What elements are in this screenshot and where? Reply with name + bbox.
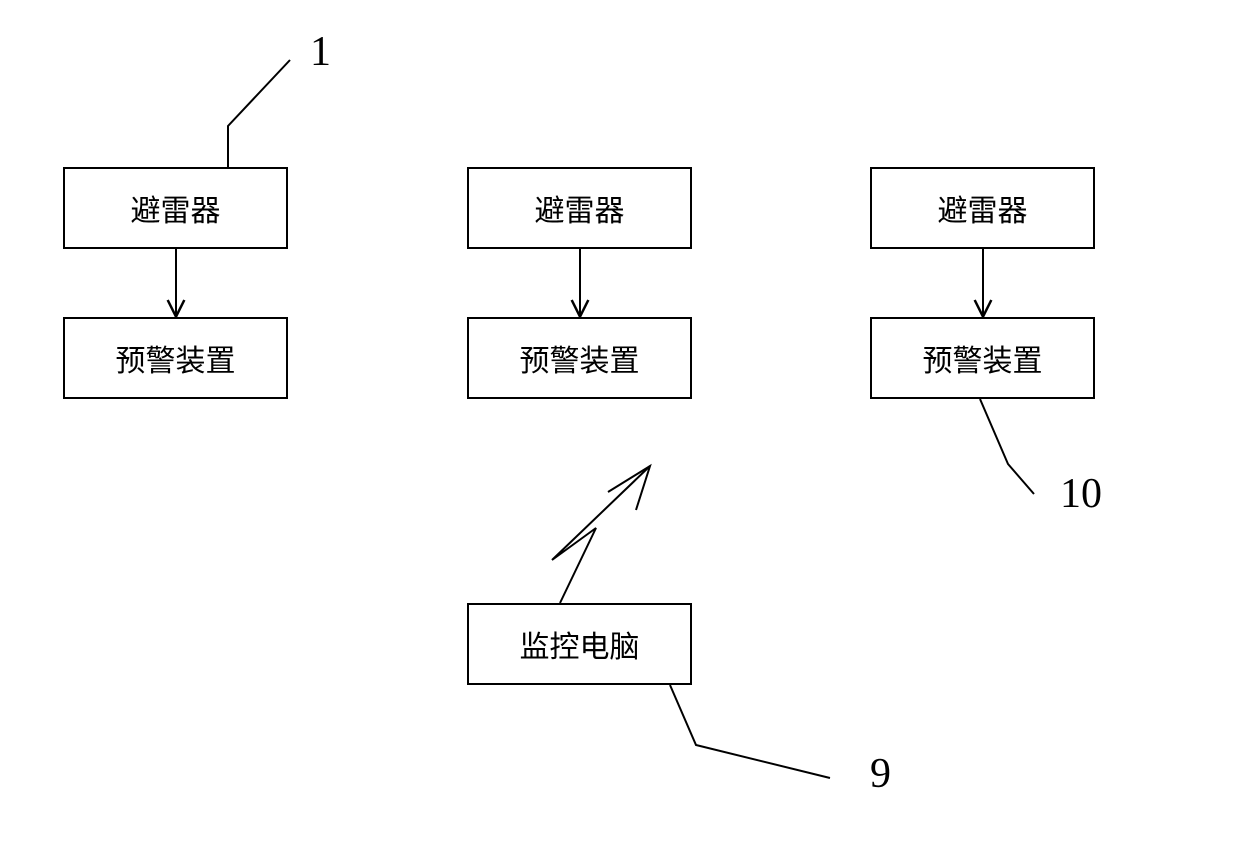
node-label: 避雷器: [535, 186, 625, 230]
edge-mc-w2-zigzag: [552, 466, 650, 603]
node-warning-2: 预警装置: [467, 317, 692, 399]
node-arrester-3: 避雷器: [870, 167, 1095, 249]
node-label: 避雷器: [938, 186, 1028, 230]
node-label: 监控电脑: [520, 622, 640, 666]
callout-line-1: [228, 60, 290, 167]
connectors-svg: [0, 0, 1240, 846]
callout-line-9: [670, 685, 830, 778]
node-arrester-1: 避雷器: [63, 167, 288, 249]
node-label: 预警装置: [520, 336, 640, 380]
node-label: 预警装置: [923, 336, 1043, 380]
node-monitor-computer: 监控电脑: [467, 603, 692, 685]
node-label: 预警装置: [116, 336, 236, 380]
callout-label-1: 1: [310, 28, 331, 76]
edge-mc-w2-arrowhead: [608, 466, 650, 510]
callout-label-10: 10: [1060, 470, 1102, 518]
node-warning-1: 预警装置: [63, 317, 288, 399]
callout-label-9: 9: [870, 750, 891, 798]
node-warning-3: 预警装置: [870, 317, 1095, 399]
node-arrester-2: 避雷器: [467, 167, 692, 249]
node-label: 避雷器: [131, 186, 221, 230]
callout-line-10: [980, 399, 1034, 494]
